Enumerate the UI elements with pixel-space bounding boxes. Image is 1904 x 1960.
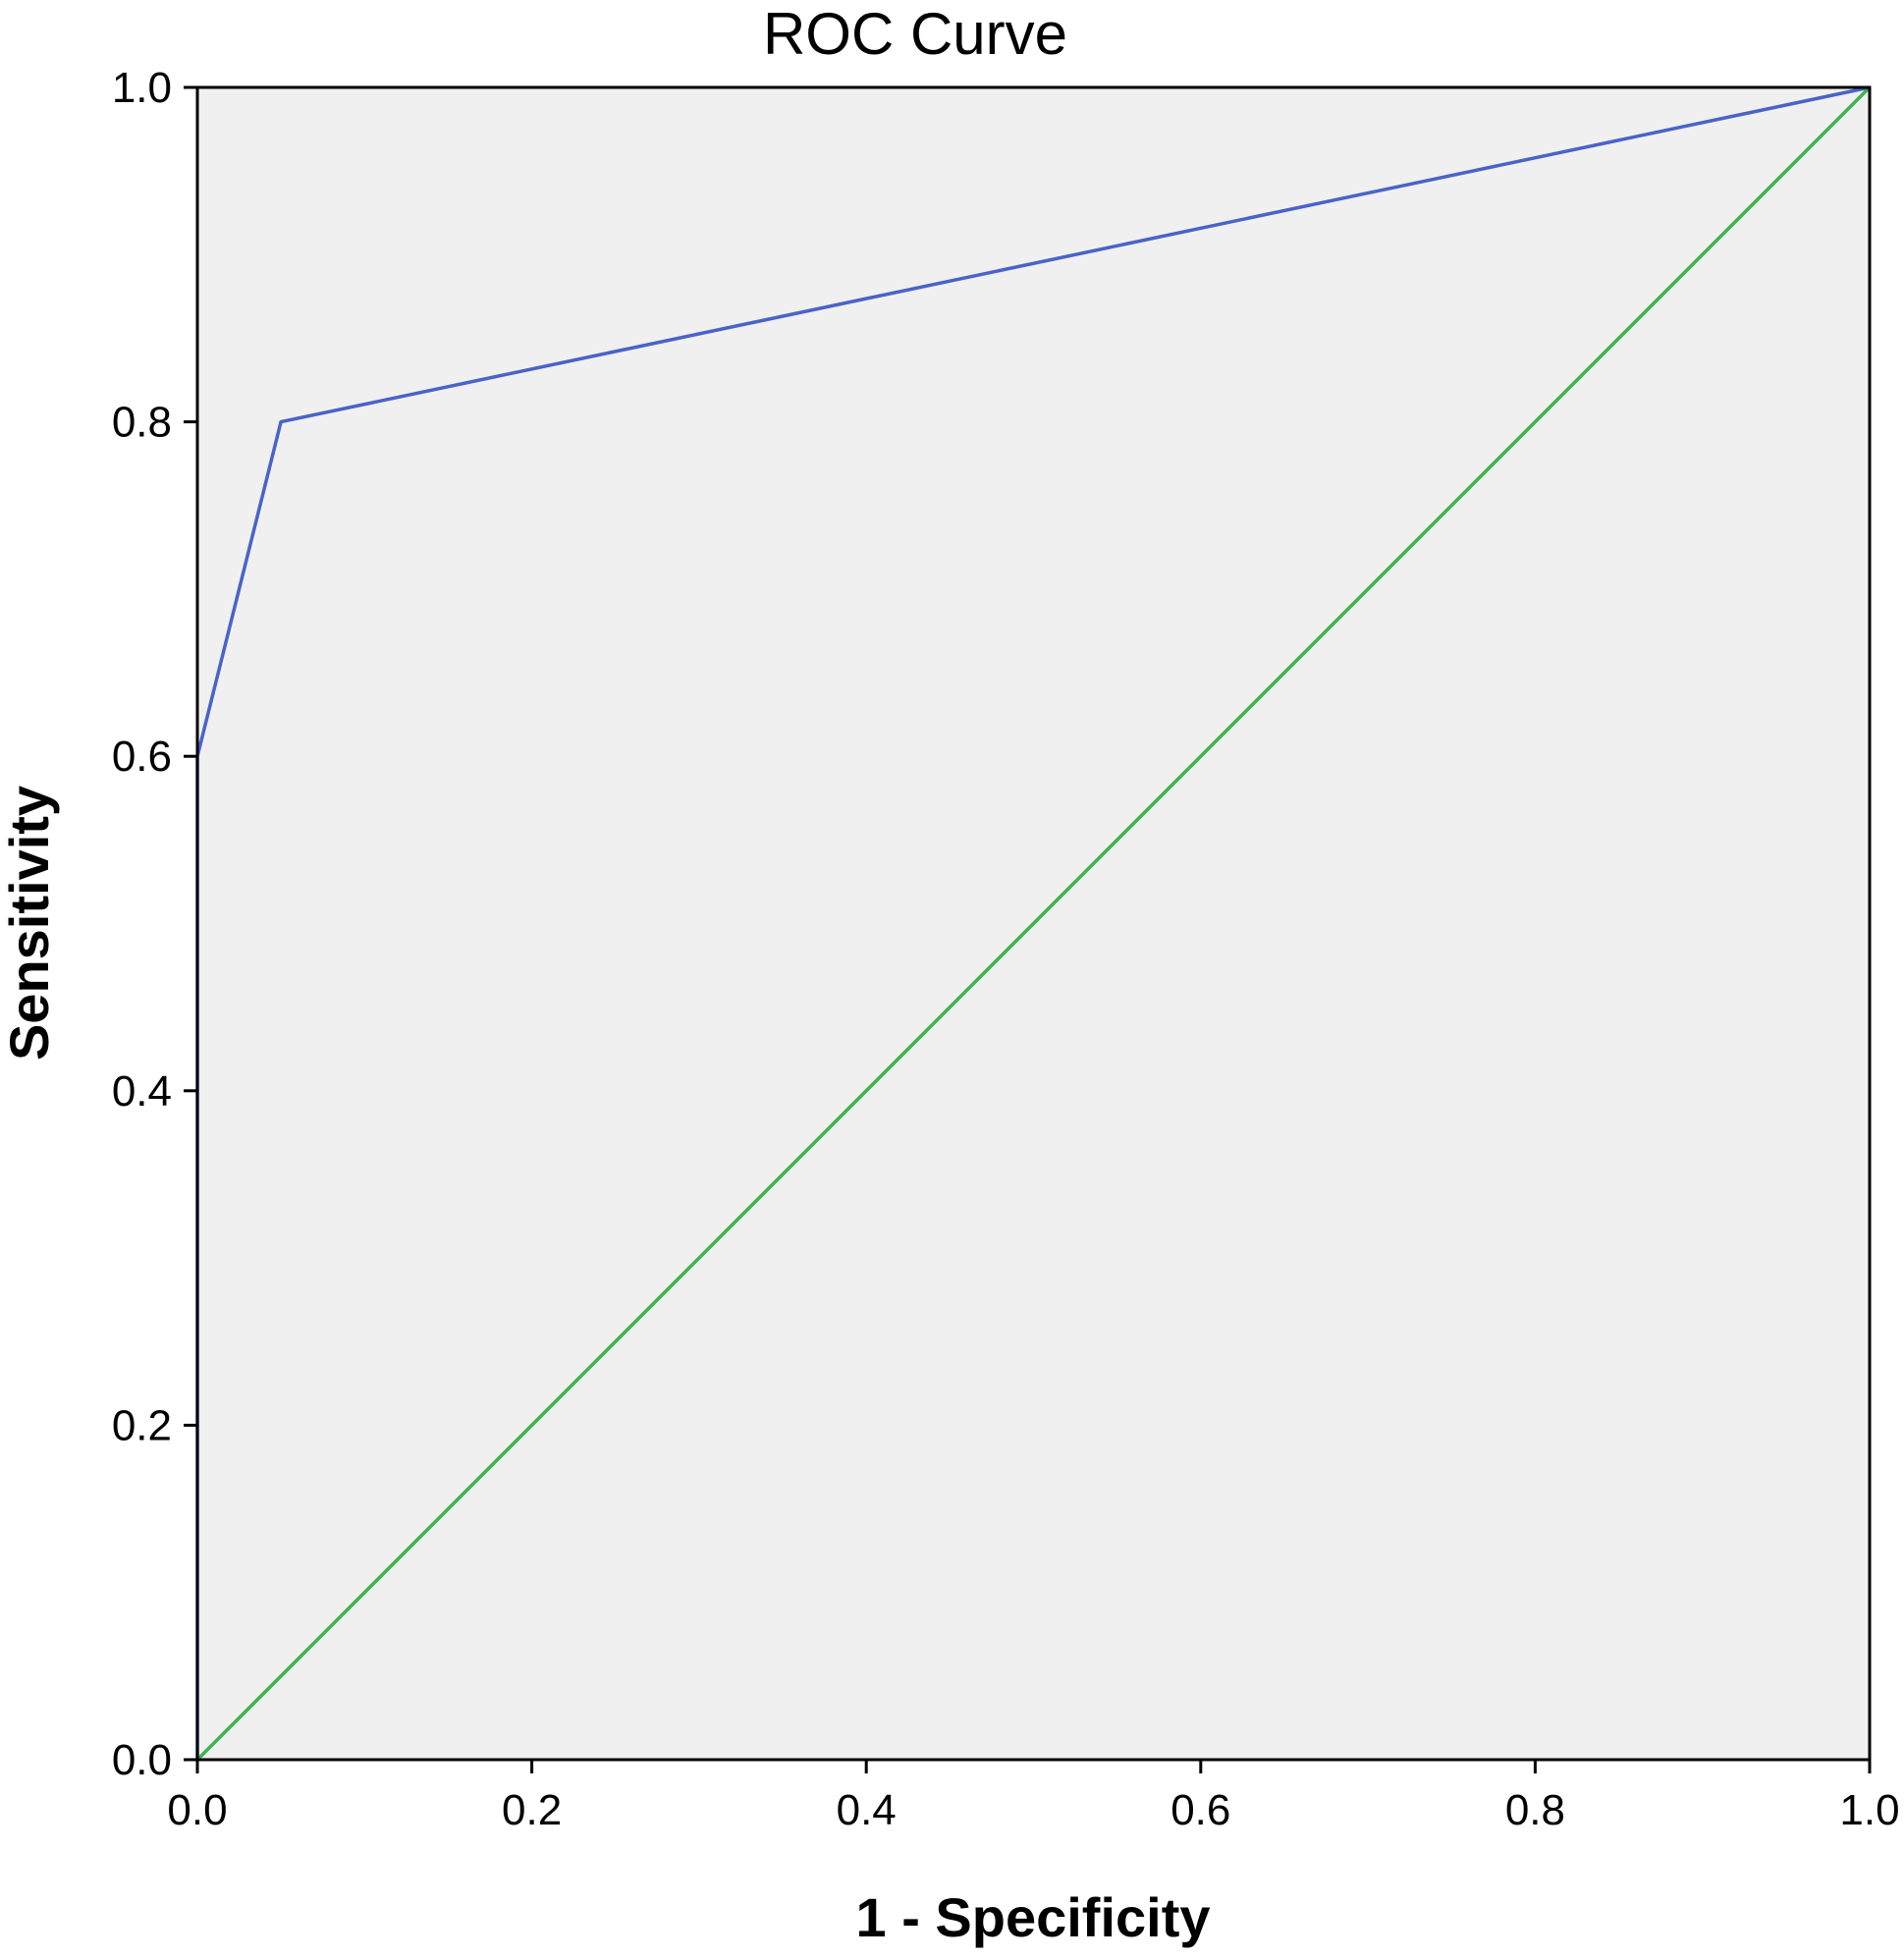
- y-axis-ticks: 0.0 0.2 0.4 0.6 0.8 1.0: [112, 64, 197, 1784]
- plot-frame: [195, 85, 1872, 1762]
- y-tick-label: 0.4: [112, 1067, 172, 1116]
- y-tick-label: 0.6: [112, 733, 172, 781]
- series-line-2: [195, 85, 1872, 1762]
- y-tick-label: 0.0: [112, 1736, 172, 1784]
- y-tick-label: 1.0: [112, 64, 172, 112]
- x-tick-label: 0.0: [167, 1786, 227, 1834]
- x-axis-label: 1 - Specificity: [855, 1886, 1210, 1948]
- x-tick-label: 0.4: [837, 1786, 897, 1834]
- x-tick-label: 0.8: [1505, 1786, 1565, 1834]
- y-tick-label: 0.2: [112, 1401, 172, 1449]
- chart-title: ROC Curve: [763, 1, 1067, 67]
- x-tick-label: 0.2: [502, 1786, 562, 1834]
- x-tick-label: 0.6: [1170, 1786, 1230, 1834]
- x-axis-ticks: 0.0 0.2 0.4 0.6 0.8 1.0: [167, 1760, 1900, 1834]
- y-axis-label: Sensitivity: [0, 786, 60, 1061]
- x-tick-label: 1.0: [1839, 1786, 1899, 1834]
- y-tick-label: 0.8: [112, 399, 172, 447]
